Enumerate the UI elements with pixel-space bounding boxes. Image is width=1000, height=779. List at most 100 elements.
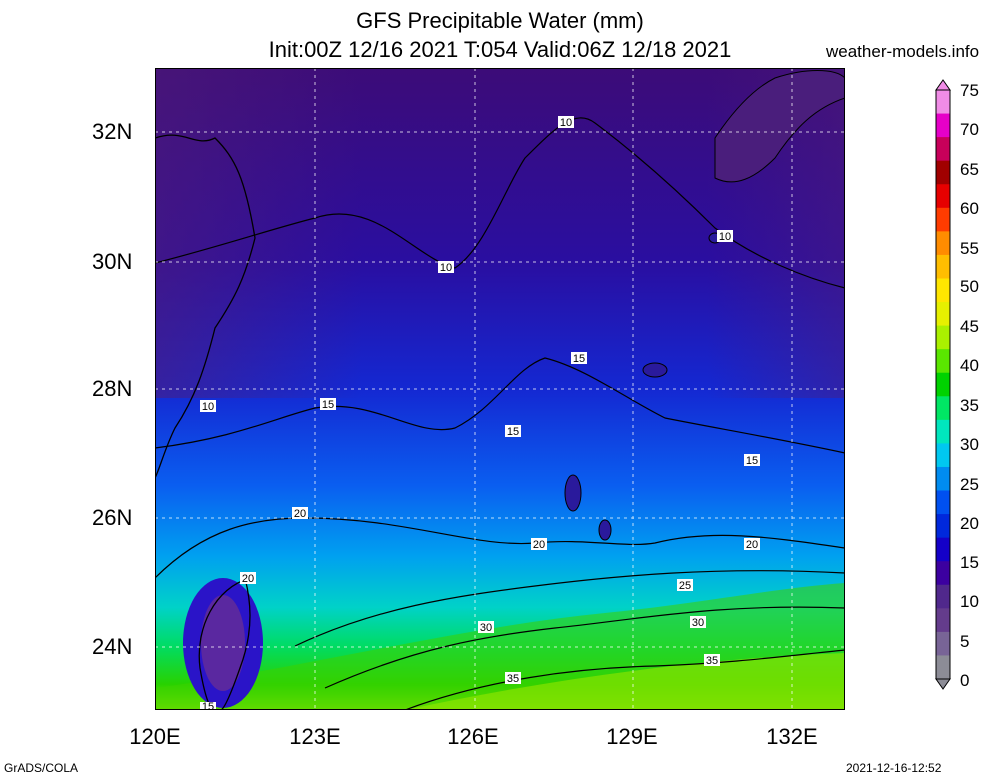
contour-label: 15	[320, 398, 336, 411]
colorbar-cells	[935, 89, 951, 680]
lon-label-120e: 120E	[129, 724, 181, 749]
svg-text:15: 15	[322, 399, 334, 411]
colorbar-label: 50	[960, 277, 979, 296]
colorbar-outline	[935, 89, 951, 680]
colorbar-label: 65	[960, 160, 979, 179]
contour-label: 20	[240, 572, 256, 585]
lat-label-26n: 26N	[92, 505, 133, 530]
taiwan-dry-core	[201, 595, 245, 691]
lon-label-126e: 126E	[447, 724, 499, 749]
svg-text:20: 20	[294, 508, 306, 520]
contour-label: 20	[531, 538, 547, 551]
colorbar-label: 20	[960, 514, 979, 533]
colorbar-cell	[936, 584, 950, 609]
colorbar-label: 40	[960, 356, 979, 375]
colorbar-cell	[936, 631, 950, 656]
svg-text:10: 10	[202, 401, 214, 413]
colorbar-cell	[936, 325, 950, 350]
colorbar-cell	[936, 419, 950, 444]
contour-label-group: 10 10 10 10 15 15 15 15 20 20 20 20 25 3…	[200, 116, 760, 710]
svg-text:20: 20	[746, 539, 758, 551]
colorbar-label: 55	[960, 239, 979, 258]
lon-label-123e: 123E	[289, 724, 341, 749]
svg-text:15: 15	[573, 353, 585, 365]
lat-label-24n: 24N	[92, 634, 133, 659]
colorbar-label: 60	[960, 199, 979, 218]
moist-core	[405, 653, 845, 710]
footer-timestamp: 2021-12-16-12:52	[846, 761, 942, 775]
colorbar-label: 10	[960, 592, 979, 611]
colorbar-top-arrow	[935, 79, 951, 91]
svg-text:30: 30	[480, 622, 492, 634]
svg-text:25: 25	[679, 580, 691, 592]
svg-text:10: 10	[719, 231, 731, 243]
colorbar-cell	[936, 514, 950, 539]
svg-text:15: 15	[746, 455, 758, 467]
contour-label: 15	[744, 454, 760, 467]
svg-text:10: 10	[440, 262, 452, 274]
colorbar-cell	[936, 372, 950, 397]
contour-lines	[155, 117, 845, 710]
contour-label: 15	[200, 701, 216, 710]
colorbar-bottom-arrow	[935, 678, 951, 690]
svg-text:20: 20	[533, 539, 545, 551]
svg-text:30: 30	[692, 617, 704, 629]
colorbar-label: 45	[960, 317, 979, 336]
colorbar-label: 30	[960, 435, 979, 454]
colorbar-cell	[936, 231, 950, 256]
contour-label: 25	[677, 579, 693, 592]
colorbar-cell	[936, 537, 950, 562]
credit-text: weather-models.info	[826, 42, 980, 61]
contour-label: 30	[478, 621, 494, 634]
lat-label-28n: 28N	[92, 376, 133, 401]
kyushu-landmass	[714, 70, 845, 183]
map-plot: 10 10 10 10 15 15 15 15 20 20 20 20 25 3…	[155, 68, 845, 710]
colorbar-label: 0	[960, 671, 970, 690]
contour-label: 15	[571, 352, 587, 365]
graticule	[155, 68, 845, 710]
colorbar-label: 70	[960, 120, 979, 139]
colorbar-label: 5	[960, 632, 970, 651]
colorbar-cell	[936, 608, 950, 633]
contour-label: 30	[690, 616, 706, 629]
contour-label: 10	[717, 230, 733, 243]
colorbar-cell	[936, 137, 950, 162]
lat-label-30n: 30N	[92, 249, 133, 274]
colorbar-label: 75	[960, 81, 979, 100]
contour-label: 10	[438, 261, 454, 274]
contour-label: 35	[505, 672, 521, 685]
colorbar-cell	[936, 490, 950, 515]
map-frame	[155, 68, 845, 710]
chart-title: GFS Precipitable Water (mm)	[356, 8, 644, 33]
svg-text:15: 15	[507, 426, 519, 438]
colorbar-cell	[936, 160, 950, 185]
colorbar-cell	[936, 561, 950, 586]
contour-label: 35	[704, 654, 720, 667]
colorbar-cell	[936, 278, 950, 303]
colorbar-cell	[936, 254, 950, 279]
svg-text:35: 35	[507, 673, 519, 685]
colorbar-cell	[936, 655, 950, 680]
colorbar-cell	[936, 90, 950, 115]
footer-left: GrADS/COLA	[4, 761, 79, 775]
colorbar-cell	[936, 207, 950, 232]
lat-label-32n: 32N	[92, 119, 133, 144]
svg-text:20: 20	[242, 573, 254, 585]
lon-label-132e: 132E	[766, 724, 818, 749]
lon-label-129e: 129E	[606, 724, 658, 749]
colorbar-label: 15	[960, 553, 979, 572]
colorbar-cell	[936, 443, 950, 468]
colorbar-cell	[936, 184, 950, 209]
colorbar-cell	[936, 302, 950, 327]
colorbar-cell	[936, 349, 950, 374]
colorbar-label: 35	[960, 396, 979, 415]
chart-subtitle: Init:00Z 12/16 2021 T:054 Valid:06Z 12/1…	[268, 37, 732, 62]
colorbar-cell	[936, 396, 950, 421]
contour-label: 20	[292, 507, 308, 520]
ryukyu-islands	[564, 232, 722, 541]
contour-label: 20	[744, 538, 760, 551]
svg-text:15: 15	[202, 701, 214, 710]
contour-label: 15	[505, 425, 521, 438]
colorbar-cell	[936, 466, 950, 492]
colorbar-cell	[936, 113, 950, 138]
